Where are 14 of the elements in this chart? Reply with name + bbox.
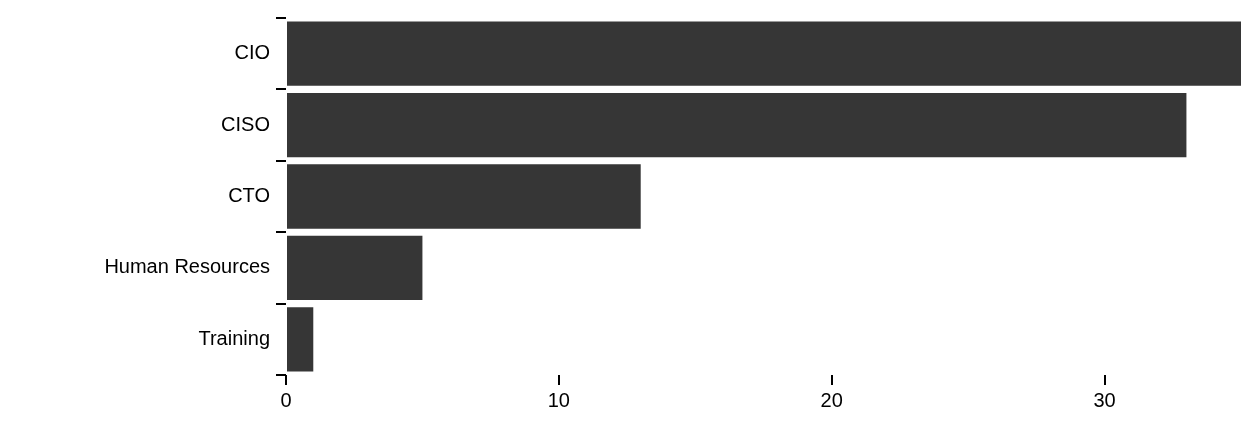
y-tick-label: CIO [234,41,270,64]
x-tick-label: 0 [280,388,292,411]
x-tick-label: 30 [1093,388,1116,411]
y-tick-label: CTO [228,184,270,207]
bar [287,92,1187,158]
y-tick-label: Human Resources [104,255,270,278]
y-tick-label: Training [198,326,270,349]
bar [287,235,423,301]
x-tick-label: 10 [547,388,570,411]
bar [287,164,641,229]
x-tick-label: 20 [820,388,843,411]
bar [287,307,314,372]
bar [287,21,1241,86]
y-tick-label: CISO [221,112,270,135]
